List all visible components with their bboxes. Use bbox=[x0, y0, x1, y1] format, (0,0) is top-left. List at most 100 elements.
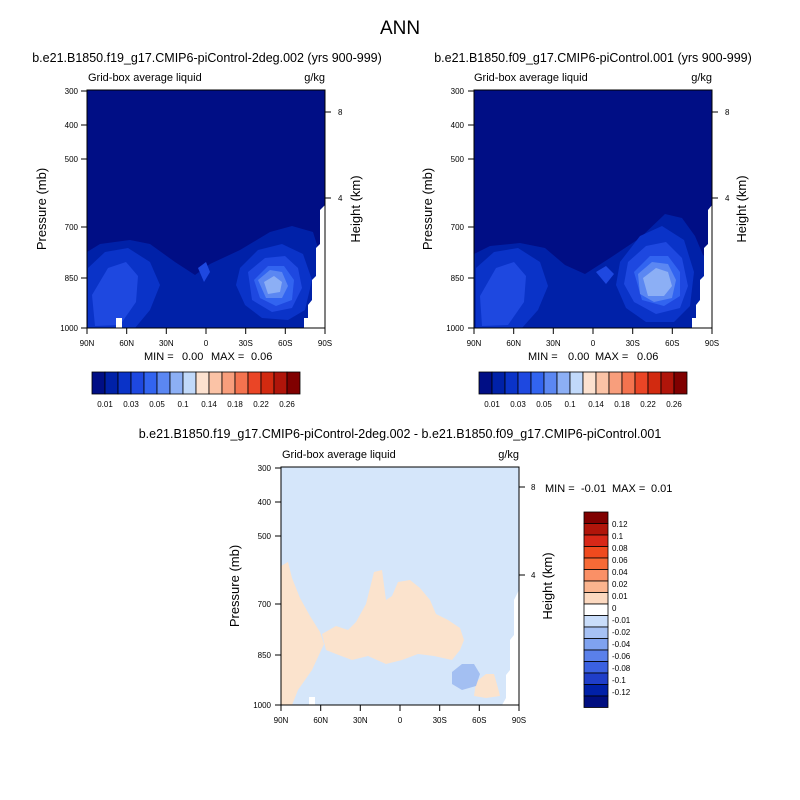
panel-3-colorbar-box bbox=[583, 603, 609, 616]
panel-3-colorbar-box bbox=[583, 523, 609, 536]
panel-3-colorbar-label: -0.06 bbox=[612, 652, 631, 661]
panel-3-colorbar-label: -0.02 bbox=[612, 628, 631, 637]
panel-3-title: b.e21.B1850.f19_g17.CMIP6-piControl-2deg… bbox=[139, 427, 662, 441]
panel-2-colorbar: 0.01 0.03 0.05 0.1 0.14 0.18 0.22 0.26 bbox=[478, 371, 688, 409]
panel-1-y-axis-right: 8 4 Height (km) bbox=[325, 108, 363, 243]
panel-1-colorbar-box bbox=[104, 371, 119, 395]
panel-3-y-axis: 300 400 500 700 850 1000 Pressure (mb) bbox=[227, 464, 281, 710]
panel-1-y-right-tick-label: 8 bbox=[338, 108, 343, 117]
panel-2-contour-4 bbox=[480, 262, 526, 326]
panel-2-colorbar-label: 0.01 bbox=[484, 400, 500, 409]
panel-2-stats: MIN = 0.00 MAX = 0.06 bbox=[528, 351, 658, 363]
panel-3-colorbar-label: -0.08 bbox=[612, 664, 631, 673]
panel-3-y-tick-label: 850 bbox=[258, 651, 272, 660]
panel-1-colorbar-box bbox=[117, 371, 132, 395]
panel-1-colorbar-label: 0.18 bbox=[227, 400, 243, 409]
panel-3-min-label: MIN = bbox=[545, 483, 575, 495]
panel-1-x-tick-label: 90N bbox=[80, 339, 95, 348]
panel-1-colorbar-label: 0.22 bbox=[253, 400, 269, 409]
panel-2-colorbar-label: 0.05 bbox=[536, 400, 552, 409]
panel-1-x-tick-label: 90S bbox=[318, 339, 332, 348]
panel-3-subtitle-left: Grid-box average liquid bbox=[282, 449, 396, 461]
panel-1-x-axis: 90N 60N 30N 0 30S 60S 90S bbox=[80, 328, 332, 348]
panel-1-colorbar-box bbox=[91, 371, 106, 395]
panel-2-colorbar-box bbox=[530, 371, 545, 395]
panel-3-colorbar: 0.12 0.1 0.08 0.06 0.04 0.02 0.01 0 -0.0… bbox=[583, 511, 631, 708]
panel-3-y-axis-right: 8 4 Height (km) bbox=[519, 483, 555, 620]
panel-3-colorbar-boxes bbox=[583, 511, 609, 708]
panel-3-x-tick-label: 30N bbox=[353, 716, 368, 725]
panel-2-x-tick-label: 60S bbox=[665, 339, 679, 348]
panel-2-colorbar-box bbox=[595, 371, 610, 395]
panel-1-missing-notch bbox=[116, 318, 122, 328]
panel-3-colorbar-box bbox=[583, 511, 609, 524]
panel-2-y-axis: 300 400 500 700 850 1000 Pressure (mb) bbox=[420, 87, 474, 333]
panel-2-max-label: MAX = bbox=[595, 351, 628, 363]
panel-2-x-axis: 90N 60N 30N 0 30S 60S 90S bbox=[467, 328, 719, 348]
panel-3-x-tick-label: 0 bbox=[398, 716, 403, 725]
panel-1-contour-4 bbox=[92, 262, 138, 326]
panel-2-y-label: Pressure (mb) bbox=[420, 168, 435, 250]
panel-1-contour-9 bbox=[198, 262, 210, 282]
panel-2-contour-8 bbox=[643, 268, 672, 296]
panel-3-colorbar-box bbox=[583, 534, 609, 547]
panel-3-stats: MIN = -0.01 MAX = 0.01 bbox=[545, 483, 672, 495]
panel-3-x-tick-label: 90S bbox=[512, 716, 526, 725]
panel-2-min-label: MIN = bbox=[528, 351, 558, 363]
panel-3-colorbar-box bbox=[583, 661, 609, 674]
panel-1-stats: MIN = 0.00 MAX = 0.06 bbox=[144, 351, 272, 363]
panel-3-colorbar-label: -0.01 bbox=[612, 616, 631, 625]
panel-2-y-right-label: Height (km) bbox=[734, 175, 749, 242]
panel-2-colorbar-box bbox=[491, 371, 506, 395]
panel-1-subtitle-right: g/kg bbox=[304, 72, 325, 84]
panel-3-x-axis: 90N 60N 30N 0 30S 60S 90S bbox=[274, 705, 526, 725]
panel-2: b.e21.B1850.f09_g17.CMIP6-piControl.001 … bbox=[420, 51, 752, 409]
panel-1-colorbar-label: 0.26 bbox=[279, 400, 295, 409]
panel-3-colorbar-label: 0.06 bbox=[612, 556, 628, 565]
panel-1-min-label: MIN = bbox=[144, 351, 174, 363]
panel-3-colorbar-box bbox=[583, 557, 609, 570]
panel-2-colorbar-box bbox=[517, 371, 532, 395]
panel-3-colorbar-box bbox=[583, 580, 609, 593]
panel-2-missing-region bbox=[692, 90, 712, 328]
panel-1-y-tick-label: 400 bbox=[65, 121, 79, 130]
panel-2-x-tick-label: 30N bbox=[546, 339, 561, 348]
panel-2-contour-9 bbox=[596, 266, 614, 284]
panel-2-colorbar-box bbox=[504, 371, 519, 395]
panel-1-y-tick-label: 500 bbox=[65, 155, 79, 164]
panel-1-colorbar-box bbox=[195, 371, 210, 395]
panel-1-colorbar-box bbox=[260, 371, 275, 395]
panel-3-colorbar-label: 0.02 bbox=[612, 580, 628, 589]
panel-2-colorbar-label: 0.22 bbox=[640, 400, 656, 409]
panel-1-colorbar-box bbox=[247, 371, 262, 395]
panel-3-missing-notch bbox=[309, 697, 315, 705]
page-title: ANN bbox=[380, 18, 420, 39]
panel-1-colorbar-label: 0.01 bbox=[97, 400, 113, 409]
panel-3-x-tick-label: 60N bbox=[313, 716, 328, 725]
panel-2-colorbar-box bbox=[556, 371, 571, 395]
panel-3-colorbar-box bbox=[583, 695, 609, 708]
panel-1-colorbar-box bbox=[143, 371, 158, 395]
panel-1-y-tick-label: 850 bbox=[65, 274, 79, 283]
panel-3-colorbar-label: -0.04 bbox=[612, 640, 631, 649]
panel-3-colorbar-label: 0.04 bbox=[612, 568, 628, 577]
panel-2-colorbar-label: 0.03 bbox=[510, 400, 526, 409]
panel-3-min-value: -0.01 bbox=[581, 483, 606, 495]
panel-2-y-axis-right: 8 4 Height (km) bbox=[712, 108, 749, 243]
panel-3-colorbar-label: -0.1 bbox=[612, 676, 626, 685]
panel-1-x-tick-label: 60N bbox=[119, 339, 134, 348]
panel-2-colorbar-label: 0.18 bbox=[614, 400, 630, 409]
panel-3-colorbar-box bbox=[583, 546, 609, 559]
panel-1-colorbar-boxes bbox=[91, 371, 301, 395]
panel-1: b.e21.B1850.f19_g17.CMIP6-piControl-2deg… bbox=[32, 51, 382, 409]
panel-2-y-right-tick-label: 4 bbox=[725, 194, 730, 203]
panel-1-colorbar-label: 0.05 bbox=[149, 400, 165, 409]
panel-1-y-tick-label: 700 bbox=[65, 223, 79, 232]
panel-2-colorbar-label: 0.1 bbox=[564, 400, 576, 409]
panel-2-colorbar-box bbox=[647, 371, 662, 395]
panel-3-colorbar-box bbox=[583, 672, 609, 685]
panel-1-colorbar-label: 0.1 bbox=[177, 400, 189, 409]
panel-2-x-tick-label: 60N bbox=[506, 339, 521, 348]
panel-3-y-tick-label: 300 bbox=[258, 464, 272, 473]
